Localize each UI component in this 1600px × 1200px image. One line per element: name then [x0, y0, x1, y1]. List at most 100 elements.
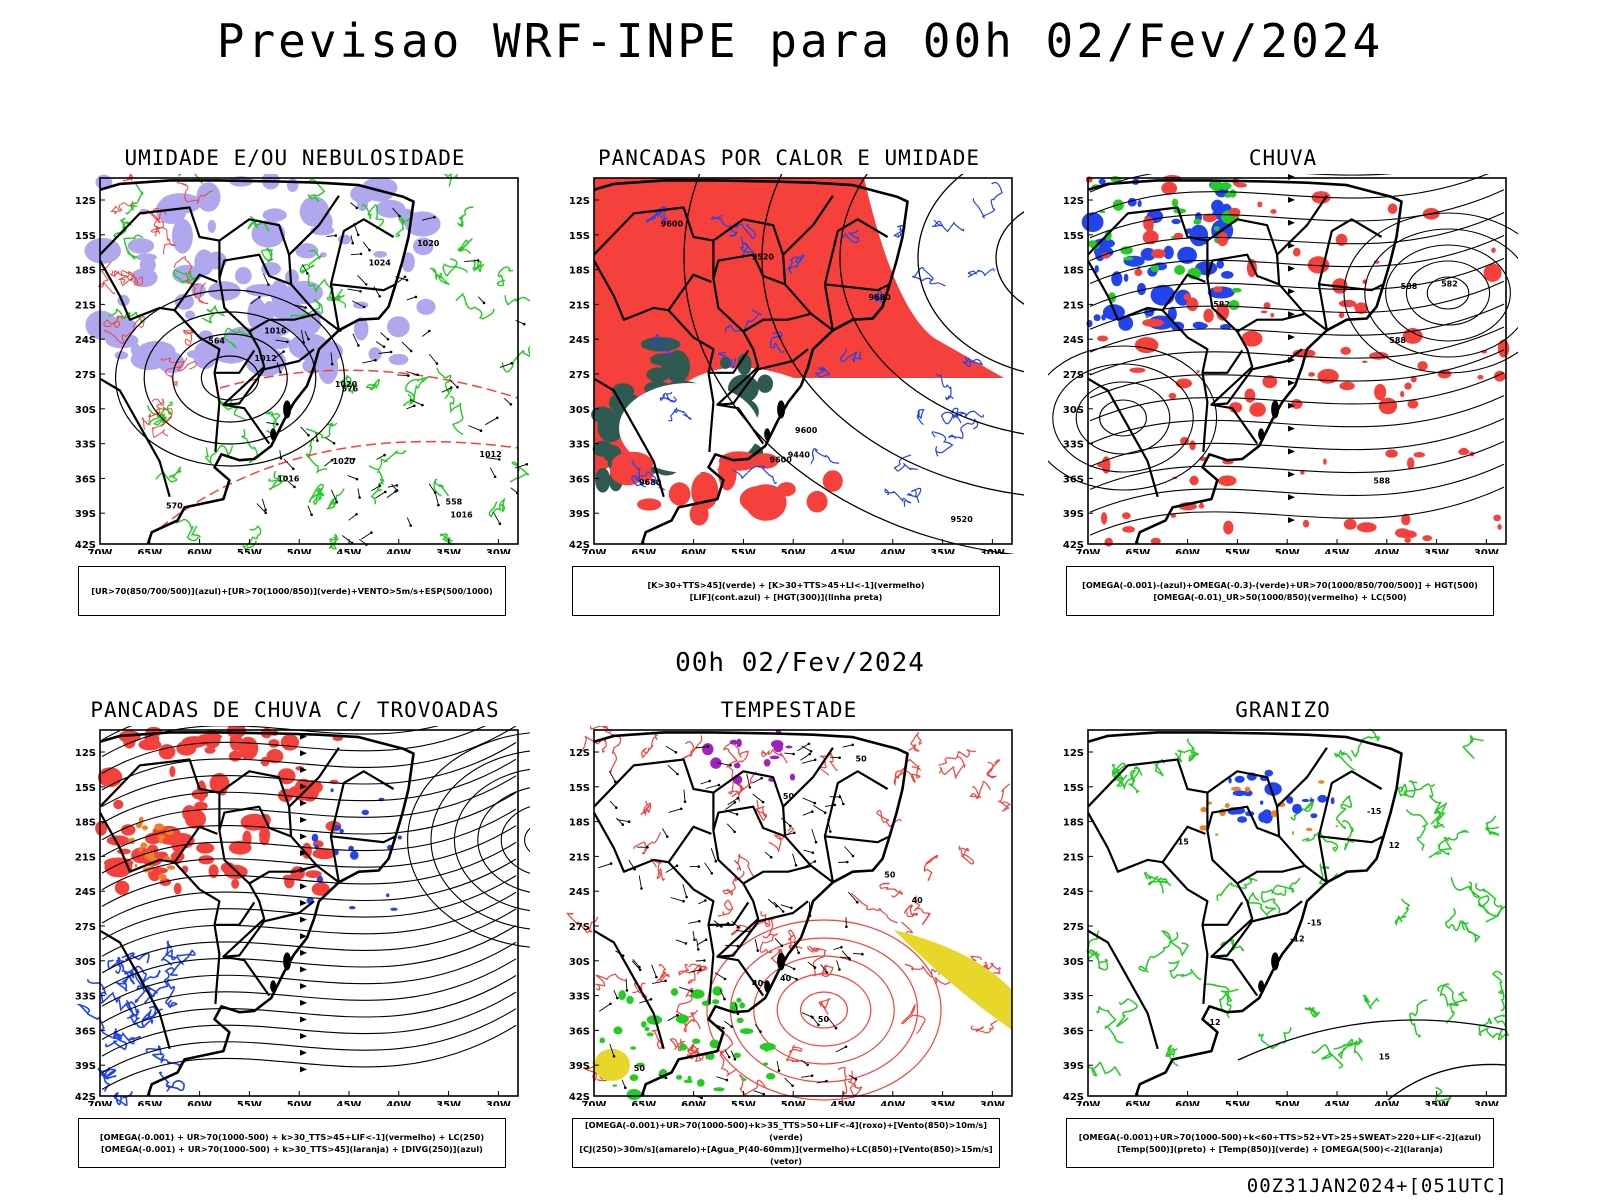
thunderstorm-area	[191, 789, 209, 800]
lon-tick-label: 70W	[582, 1100, 607, 1106]
lifted-index-contour	[710, 214, 739, 237]
omega-area	[1123, 273, 1129, 282]
precipitable-water-contour	[913, 895, 932, 926]
temperature-850-contour	[1335, 795, 1353, 830]
wind-arrow	[350, 235, 354, 244]
lifted-index-contour	[948, 418, 979, 440]
wind-850-area	[687, 1075, 692, 1082]
contour-label: 50	[884, 870, 896, 879]
wind-vector	[683, 789, 686, 802]
temperature-850-contour	[1430, 802, 1448, 828]
wind-arrow-head	[682, 900, 685, 903]
wind-850-area	[641, 1021, 647, 1028]
country-border	[1087, 260, 1206, 321]
wind-arrow	[357, 274, 367, 285]
lat-tick-label: 30S	[75, 405, 96, 416]
humidity-area	[416, 298, 436, 315]
wind-arrow-head	[811, 1016, 814, 1019]
rain-area	[1202, 213, 1217, 223]
wind-arrow-head	[479, 429, 483, 432]
wind-arrow	[307, 505, 313, 515]
precipitable-water-contour	[566, 912, 599, 934]
wind-850-area	[626, 1089, 642, 1101]
lat-tick-label: 24S	[1063, 335, 1084, 346]
hail-area	[1228, 777, 1232, 784]
lat-tick-label: 24S	[75, 335, 96, 346]
streamline-arrow	[300, 1016, 307, 1023]
temperature-850-contour	[1144, 871, 1172, 887]
rain-area	[1249, 402, 1266, 417]
humidity-contour	[329, 533, 340, 550]
thickness-contour	[160, 357, 197, 372]
humidity-contour	[442, 258, 468, 277]
wind-vector	[725, 944, 738, 947]
wind-arrow-head	[844, 1045, 848, 1049]
contour-label: 9600	[770, 456, 793, 465]
country-border	[99, 206, 271, 445]
wind-arrow-head	[817, 1023, 820, 1027]
rain-area	[1335, 233, 1348, 246]
streamline	[1089, 257, 1505, 307]
country-border	[288, 195, 340, 256]
instability-area	[597, 412, 625, 443]
country-border	[1206, 253, 1280, 286]
rain-area	[1101, 512, 1108, 525]
humidity-area	[196, 182, 221, 212]
humidity-area	[317, 350, 339, 384]
wind-arrow-head	[456, 385, 459, 389]
rain-area	[1302, 519, 1310, 528]
temperature-850-contour	[1174, 749, 1195, 763]
wind-arrow-head	[851, 854, 855, 858]
lifted-index-contour	[935, 373, 954, 401]
streamline-arrow	[1288, 311, 1295, 318]
streamline	[101, 742, 517, 807]
country-border	[329, 770, 395, 883]
precipitable-water-contour	[722, 870, 745, 896]
pressure-contour	[114, 289, 346, 467]
country-border	[782, 195, 834, 256]
lon-tick-label: 55W	[237, 548, 262, 554]
wind-arrow-head	[609, 1002, 612, 1006]
temperature-850-contour	[1271, 877, 1301, 894]
thunderstorm-area	[95, 821, 108, 836]
wind-arrow	[376, 454, 385, 460]
contour-label: 1016	[277, 474, 300, 483]
temperature-850-contour	[1220, 937, 1245, 958]
wind-arrow-head	[808, 752, 812, 756]
country-border	[329, 218, 395, 331]
rain-area	[1189, 475, 1199, 486]
humidity-contour	[175, 518, 201, 542]
geography-layer	[1087, 731, 1403, 1097]
precipitable-water-contour	[589, 726, 612, 733]
rain-area	[1339, 381, 1355, 391]
precipitable-water-contour	[986, 759, 1000, 779]
lat-tick-label: 33S	[1063, 440, 1084, 451]
rain-area	[1198, 504, 1205, 509]
divergence-area	[339, 828, 344, 834]
wind-850-area	[630, 1046, 637, 1050]
streamline-arrow	[1288, 196, 1295, 203]
divergence-contour	[141, 1008, 164, 1027]
lat-tick-label: 21S	[1063, 852, 1084, 863]
temperature-850-contour	[1165, 1044, 1179, 1067]
country-border	[330, 283, 397, 292]
lon-tick-label: 55W	[237, 1100, 262, 1106]
wind-arrow-head	[722, 1026, 725, 1030]
map-frame	[1087, 177, 1507, 545]
panel-title: PANCADAS POR CALOR E UMIDADE	[597, 146, 980, 170]
omega-500-area	[1305, 827, 1313, 832]
wind-arrow-head	[813, 966, 817, 969]
lat-tick-label: 18S	[75, 818, 96, 829]
map-background	[594, 730, 1012, 1096]
hail-area	[1260, 800, 1264, 805]
country-border	[593, 929, 665, 1050]
wind-arrow-head	[814, 840, 818, 844]
wind-850-area	[626, 995, 634, 1005]
divergence-contour	[169, 949, 196, 976]
wind-arrow	[345, 457, 355, 460]
lat-tick-label: 12S	[569, 196, 590, 207]
wind-arrow-head	[790, 906, 793, 910]
divergence-area	[350, 850, 359, 860]
humidity-contour	[504, 295, 530, 306]
country-border	[712, 805, 786, 838]
